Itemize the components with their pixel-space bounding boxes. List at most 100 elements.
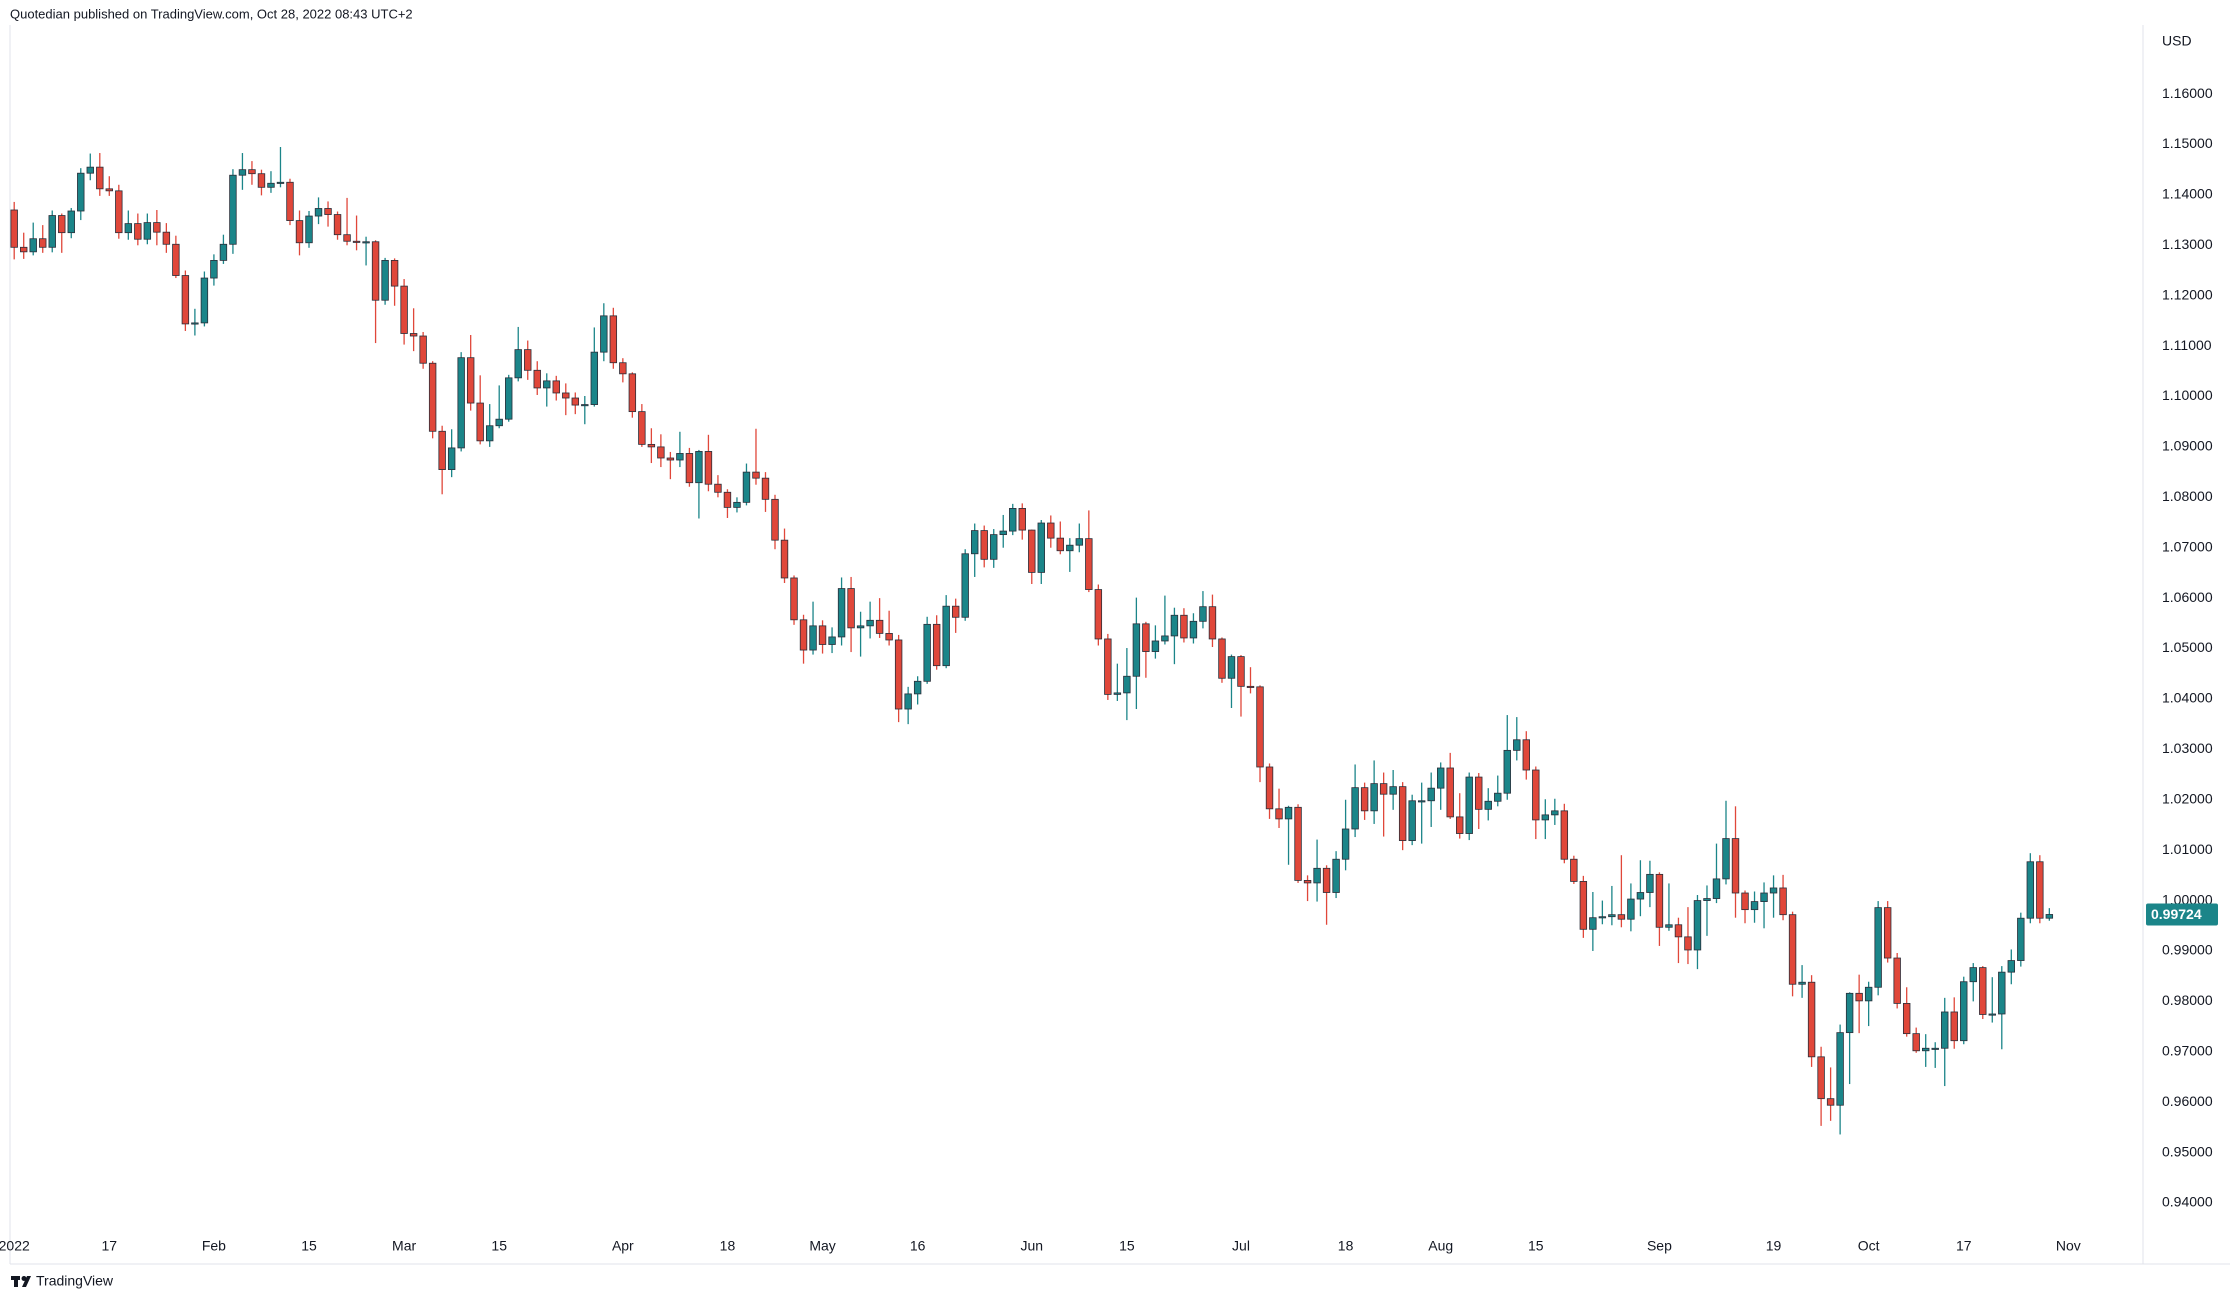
candle-body (1028, 529, 1036, 573)
candle-body (96, 166, 104, 190)
candle-body (1960, 981, 1968, 1042)
candle-body (1570, 858, 1578, 882)
candle-body (923, 623, 931, 682)
candle-body (1037, 522, 1045, 573)
candle-body (2007, 960, 2015, 973)
candle-body (1912, 1033, 1920, 1052)
candle-body (77, 172, 85, 212)
y-tick-label: 1.10000 (2162, 387, 2213, 403)
candle-body (1427, 787, 1435, 802)
candle-body (1208, 606, 1217, 640)
candle-body (847, 588, 855, 629)
candle-body (1379, 783, 1388, 795)
candle-body (134, 223, 142, 240)
candle-body (761, 477, 770, 500)
x-tick-label: 15 (1119, 1238, 1135, 1254)
candle-body (1636, 892, 1645, 900)
candle-body (676, 453, 684, 461)
candle-body (1094, 589, 1103, 640)
x-tick-label: May (809, 1238, 835, 1254)
candle-body (276, 181, 285, 184)
candle-body (67, 210, 75, 234)
candle-body (1475, 776, 1483, 810)
candle-body (143, 222, 152, 240)
y-tick-label: 1.15000 (2162, 135, 2213, 151)
candle-body (1494, 792, 1502, 802)
candle-body (752, 471, 760, 479)
candle-body (1798, 981, 1806, 985)
candle-body (714, 483, 722, 493)
candle-body (1256, 686, 1264, 768)
candle-body (1009, 508, 1017, 532)
candle-body (1655, 873, 1664, 928)
y-tick-label: 1.14000 (2162, 186, 2213, 202)
candle-body (1180, 614, 1188, 639)
y-tick-label: 1.08000 (2162, 488, 2213, 504)
candle-body (1874, 907, 1882, 988)
candle-body (1227, 656, 1236, 679)
candle-body (2036, 861, 2044, 919)
candle-body (86, 166, 94, 174)
candle-body (248, 169, 256, 175)
candle-body (219, 243, 228, 261)
candle-body (324, 208, 332, 215)
candle-body (390, 259, 399, 287)
candle-body (1370, 783, 1378, 812)
y-tick-label: 0.96000 (2162, 1093, 2213, 1109)
candle-body (657, 446, 665, 459)
x-tick-label: 18 (720, 1238, 736, 1254)
candle-body (647, 443, 656, 448)
candle-body (809, 625, 817, 651)
candle-body (1779, 887, 1787, 916)
candle-body (1769, 887, 1778, 894)
candle-body (904, 693, 912, 710)
y-tick-label: 1.00000 (2162, 891, 2213, 907)
candle-body (1941, 1011, 1949, 1049)
candle-body (1161, 635, 1169, 642)
x-tick-label: Jul (1232, 1238, 1250, 1254)
candle-body (210, 259, 218, 279)
candle-body (619, 362, 627, 375)
candle-body (704, 451, 713, 485)
candle-body (229, 174, 237, 245)
candle-body (295, 220, 304, 244)
candle-body (1864, 986, 1873, 1002)
candle-body (1836, 1032, 1844, 1106)
candle-body (1617, 914, 1626, 920)
candle-body (1237, 656, 1245, 687)
candle-body (1760, 892, 1768, 902)
candle-body (2026, 861, 2035, 919)
x-tick-label: Jun (1020, 1238, 1043, 1254)
candle-body (1665, 924, 1673, 928)
candle-body (1360, 787, 1369, 812)
candle-body (1332, 858, 1340, 893)
candle-body (533, 369, 541, 389)
candle-body (990, 534, 998, 560)
candle-body (1132, 623, 1141, 677)
candle-body (866, 619, 874, 627)
candle-body (780, 539, 789, 579)
candle-body (1969, 967, 1977, 983)
candle-body (685, 453, 694, 484)
candle-body (505, 377, 513, 420)
last-price-badge (2146, 903, 2218, 926)
candle-body (485, 425, 494, 442)
candle-body (562, 392, 570, 399)
candle-body (1398, 786, 1407, 841)
candle-body (932, 623, 941, 667)
candle-body (466, 357, 475, 404)
candle-body (1123, 675, 1131, 694)
x-tick-label: 18 (1338, 1238, 1354, 1254)
candle-body (1351, 787, 1359, 830)
candle-body (999, 530, 1007, 536)
candle-body (894, 639, 903, 710)
candle-body (942, 605, 950, 667)
y-tick-label: 0.94000 (2162, 1194, 2213, 1210)
candle-body (1845, 992, 1854, 1034)
candle-body (172, 243, 180, 276)
plot-area (10, 146, 2054, 1135)
candle-body (1731, 838, 1740, 894)
candle-body (1417, 800, 1426, 803)
candle-body (400, 285, 408, 334)
